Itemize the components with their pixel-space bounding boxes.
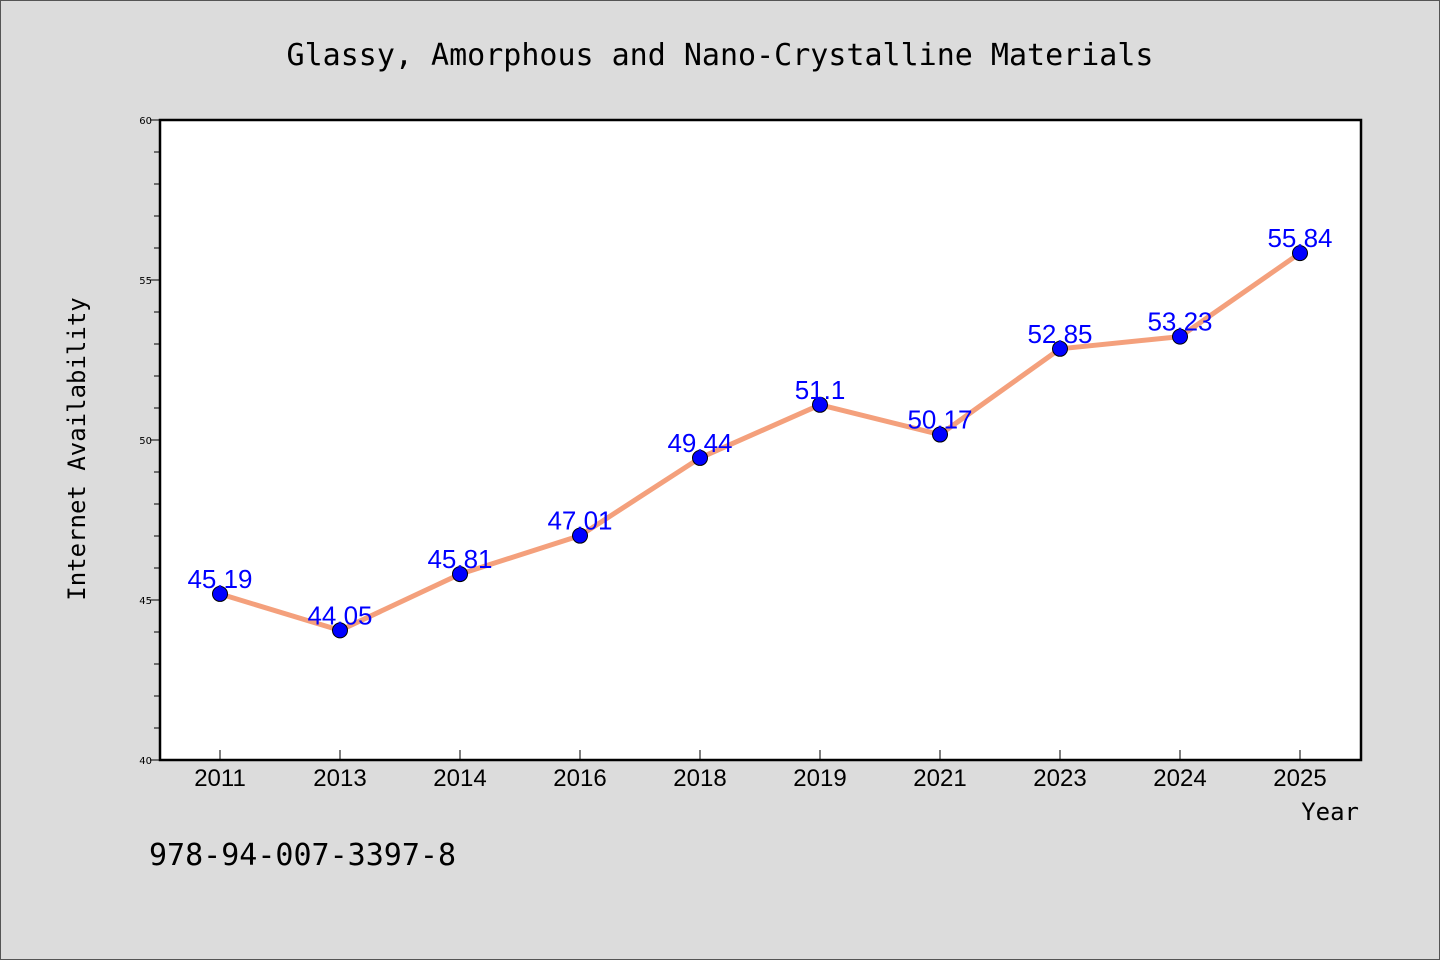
data-label: 52.85 — [1027, 319, 1092, 349]
plot-area — [158, 118, 1363, 762]
x-tick-label: 2018 — [673, 765, 726, 792]
x-tick-label: 2011 — [194, 765, 246, 792]
data-point — [332, 622, 348, 639]
x-tick-label: 2014 — [433, 765, 486, 792]
x-tick-label: 2019 — [793, 765, 846, 792]
x-tick-label: 2016 — [553, 765, 606, 792]
data-point — [1172, 328, 1188, 345]
data-point — [812, 396, 828, 413]
data-point — [212, 585, 228, 602]
series-markers — [212, 245, 1308, 639]
data-labels: 45.19 44.05 45.81 47.01 49.44 51.1 50.17 52.85 5… — [187, 223, 1332, 630]
series-line-layer — [217, 250, 1303, 633]
y-axis-title: Internet Availability — [63, 297, 91, 600]
y-tick-label: 40 — [139, 756, 152, 767]
data-label: 51.1 — [795, 375, 846, 405]
x-tick-label: 2013 — [313, 765, 366, 792]
data-point — [572, 527, 588, 544]
y-tick-label: 45 — [139, 596, 152, 607]
x-tick-label: 2024 — [1153, 765, 1206, 792]
x-tick-label: 2021 — [913, 765, 966, 792]
x-tick-label: 2023 — [1033, 765, 1086, 792]
y-axis: 40 45 50 55 60 — [139, 116, 160, 767]
x-tick-label: 2025 — [1273, 765, 1326, 792]
data-label: 53.23 — [1147, 307, 1212, 337]
x-axis: 2011 2013 2014 2016 2018 2019 2021 2023 2024 2025 — [194, 750, 1327, 792]
data-point — [1052, 340, 1068, 357]
y-tick-label: 50 — [139, 436, 152, 447]
data-label: 50.17 — [907, 405, 972, 435]
data-point — [452, 566, 468, 583]
chart-title: Glassy, Amorphous and Nano-Crystalline M… — [287, 38, 1154, 73]
data-label: 44.05 — [307, 600, 372, 630]
data-label: 55.84 — [1267, 223, 1332, 253]
series-line — [217, 250, 1303, 633]
x-axis-title: Year — [1301, 798, 1359, 826]
isbn-code: 978-94-007-3397-8 — [149, 838, 456, 873]
y-tick-label: 60 — [139, 116, 152, 127]
data-label: 45.81 — [427, 544, 492, 574]
data-point — [1292, 245, 1308, 262]
data-label: 47.01 — [547, 506, 612, 536]
data-label: 45.19 — [187, 564, 252, 594]
data-point — [692, 449, 708, 466]
data-label: 49.44 — [667, 428, 732, 458]
y-tick-label: 55 — [139, 276, 152, 287]
data-point — [932, 426, 948, 443]
